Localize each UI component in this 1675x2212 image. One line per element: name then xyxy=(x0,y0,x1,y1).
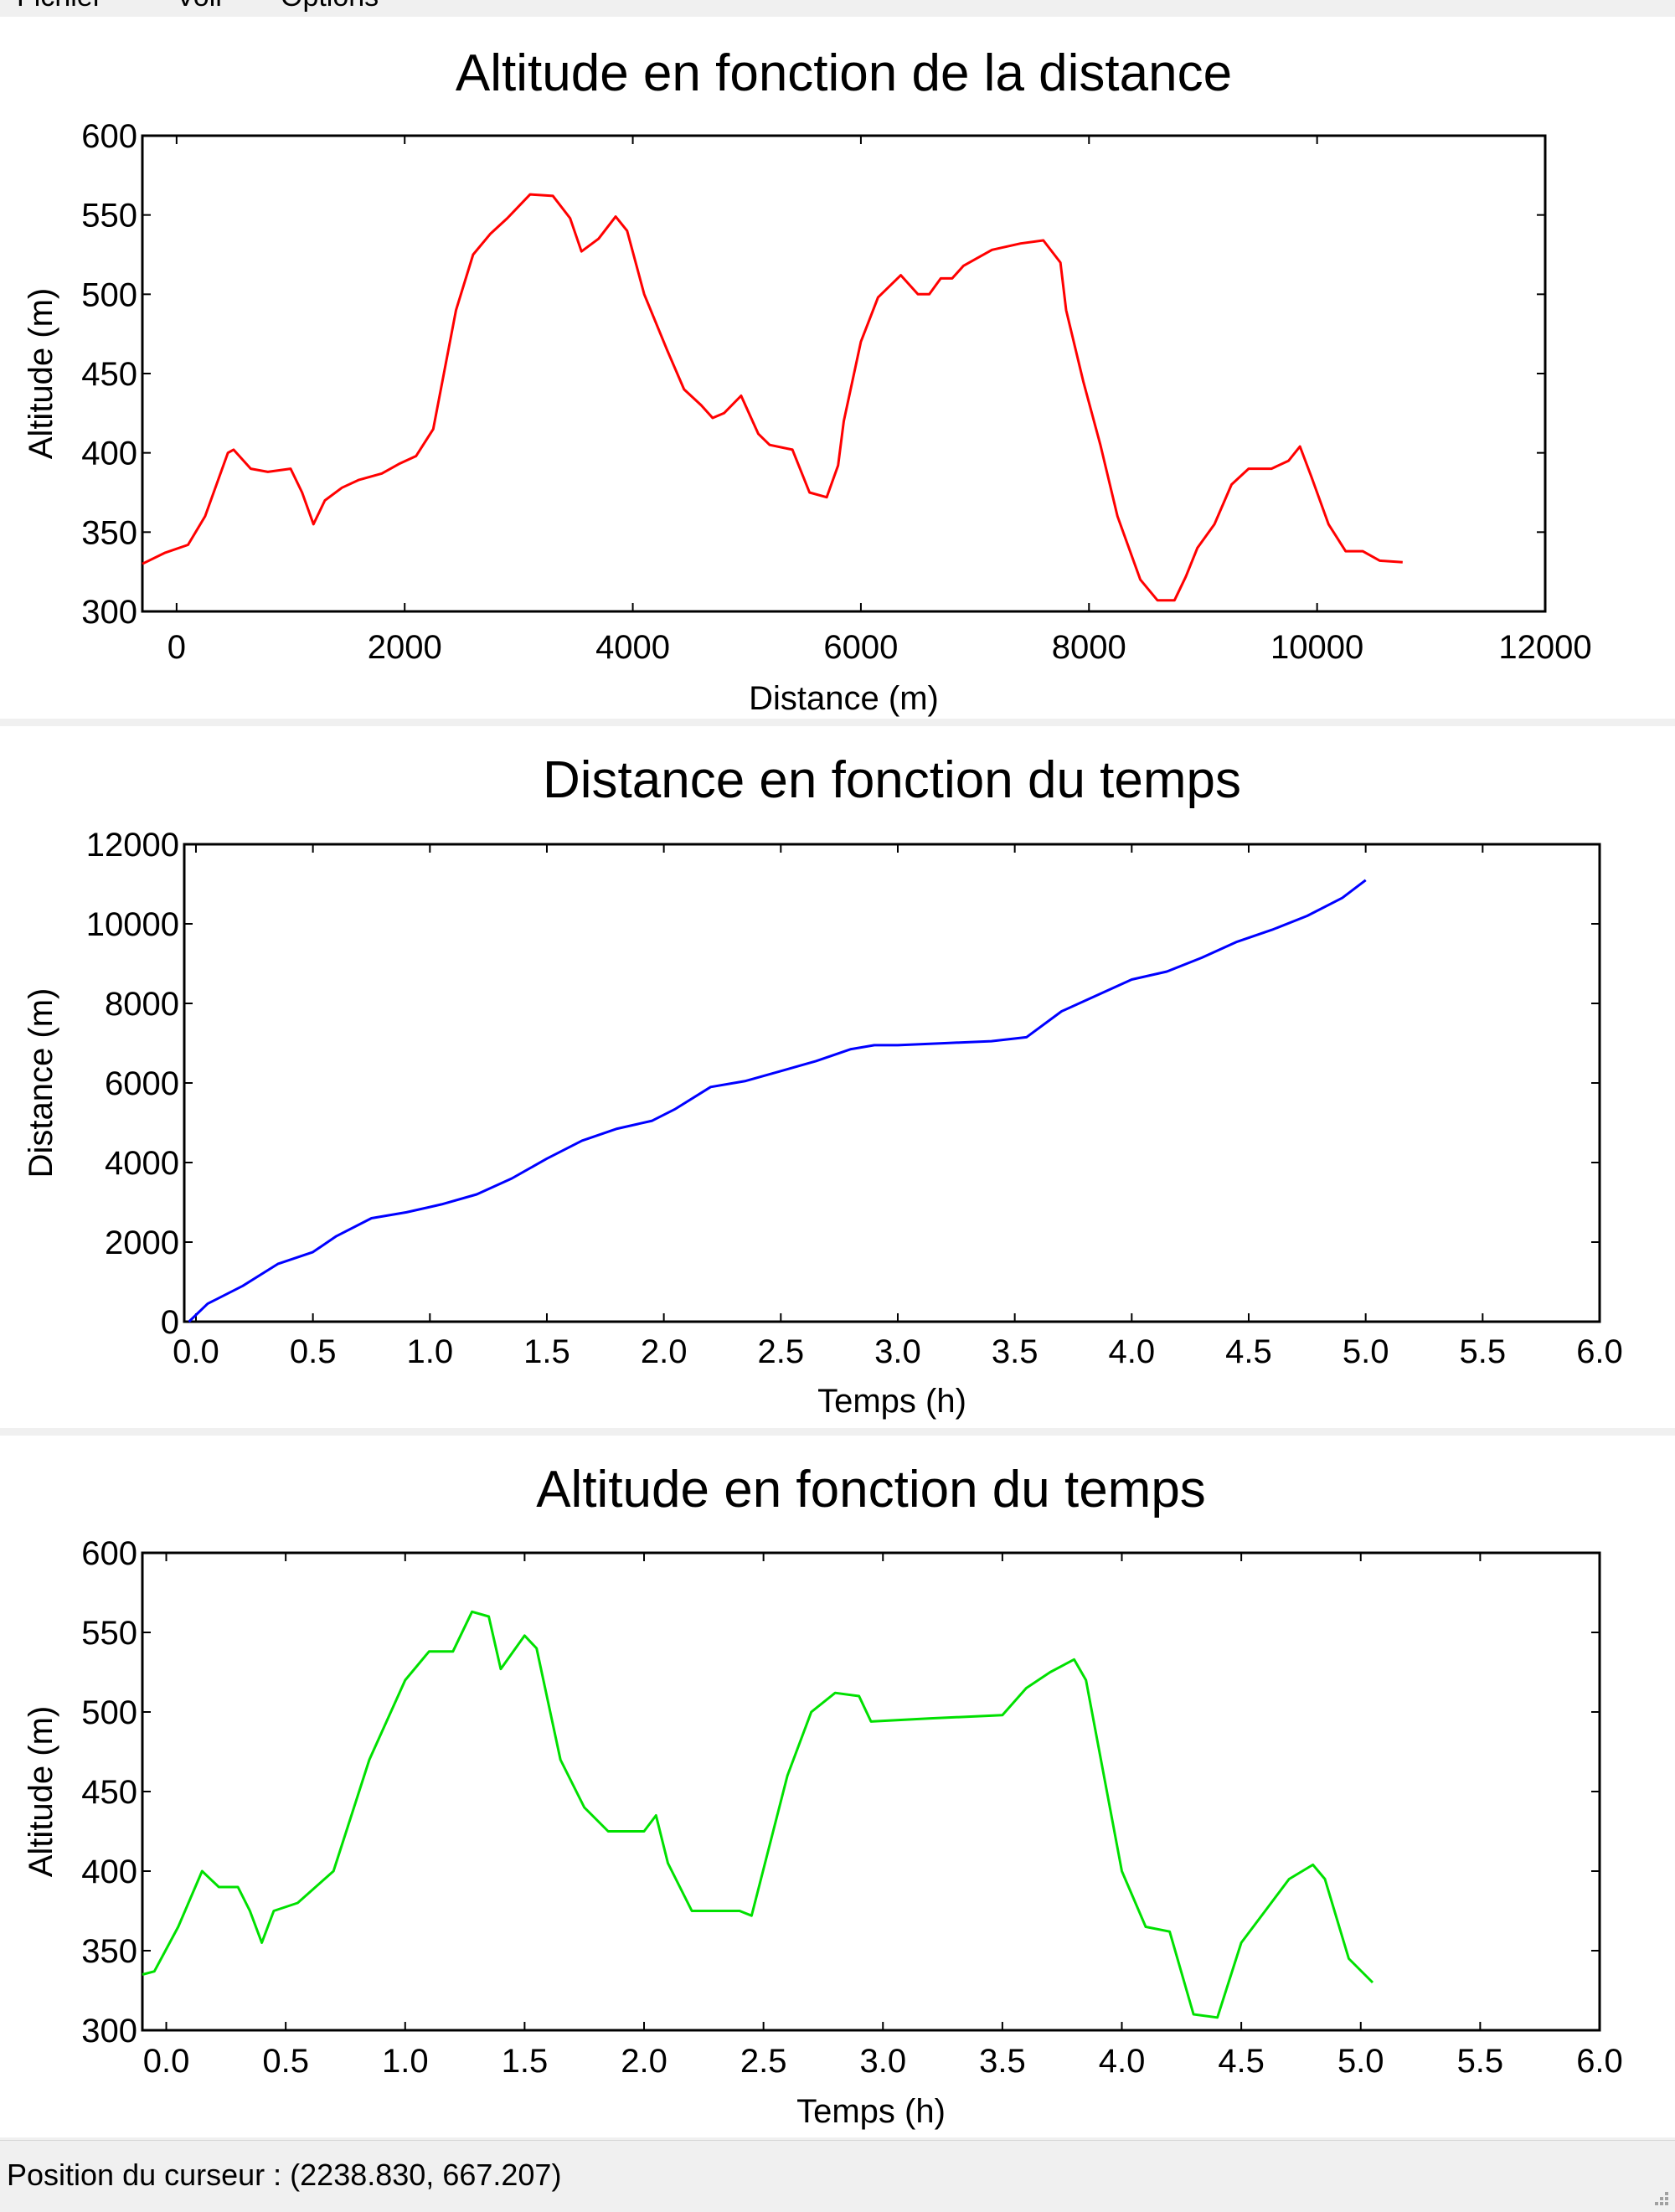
chart-0-ytick-label: 550 xyxy=(81,198,137,235)
chart-2-ytick-label: 500 xyxy=(81,1694,137,1731)
chart-1-xtick-label: 4.5 xyxy=(1225,1333,1272,1370)
chart-2-title: Altitude en fonction du temps xyxy=(536,1461,1206,1518)
chart-1-ytick-label: 6000 xyxy=(105,1065,179,1102)
chart-2-xtick-label: 5.5 xyxy=(1457,2043,1504,2080)
chart-1-ytick-label: 2000 xyxy=(105,1225,179,1261)
menu-options[interactable]: Options xyxy=(281,0,379,13)
chart-altitude-temps[interactable]: Altitude en fonction du temps 0.0 0.5 1.0 1.… xyxy=(0,1436,1675,2137)
chart-2-xtick-label: 1.0 xyxy=(382,2043,429,2080)
chart-0-xtick-label: 2000 xyxy=(368,629,442,666)
chart-1-xtick-label: 5.0 xyxy=(1343,1333,1389,1370)
menu-voir[interactable]: Voir xyxy=(176,0,225,13)
chart-0-ytick-label: 450 xyxy=(81,356,137,393)
chart-2-xtick-label: 0.0 xyxy=(143,2043,190,2080)
chart-2-xtick-label: 6.0 xyxy=(1576,2043,1623,2080)
chart-1-xtick-label: 2.5 xyxy=(758,1333,805,1370)
chart-1-ytick-label: 8000 xyxy=(105,986,179,1023)
chart-1-ytick-label: 0 xyxy=(161,1304,179,1341)
chart-2-ytick-label: 450 xyxy=(81,1774,137,1811)
chart-1-xtick-label: 3.5 xyxy=(992,1333,1038,1370)
cursor-position-text: Position du curseur : (2238.830, 667.207… xyxy=(7,2158,562,2192)
chart-1-series-line xyxy=(188,879,1367,1323)
chart-0-plot-frame xyxy=(141,134,1547,613)
resize-grip-icon[interactable] xyxy=(1652,2189,1670,2207)
chart-1-xtick-label: 5.5 xyxy=(1460,1333,1507,1370)
chart-2-ytick-label: 300 xyxy=(81,2013,137,2050)
chart-panel-distance-temps: Distance en fonction du temps 0.0 0.5 1.0 1.… xyxy=(0,726,1675,1428)
chart-2-xtick-label: 0.5 xyxy=(262,2043,309,2080)
chart-distance-temps[interactable]: Distance en fonction du temps 0.0 0.5 1.0 1.… xyxy=(0,726,1675,1428)
chart-2-xtick-label: 4.0 xyxy=(1099,2043,1146,2080)
chart-1-xtick-label: 2.0 xyxy=(641,1333,688,1370)
chart-0-ytick-label: 300 xyxy=(81,594,137,631)
chart-2-ytick-label: 600 xyxy=(81,1535,137,1572)
chart-2-plot-frame xyxy=(141,1551,1601,2032)
chart-2-ytick-label: 350 xyxy=(81,1933,137,1970)
menu-fichier[interactable]: Fichier xyxy=(17,0,102,13)
chart-0-xtick-label: 0 xyxy=(168,629,186,666)
chart-0-title: Altitude en fonction de la distance xyxy=(456,44,1232,102)
chart-2-xtick-label: 3.0 xyxy=(859,2043,906,2080)
chart-1-ytick-label: 12000 xyxy=(86,827,179,864)
status-bar: Position du curseur : (2238.830, 667.207… xyxy=(0,2140,1675,2212)
chart-1-xtick-label: 6.0 xyxy=(1576,1333,1623,1370)
chart-2-ytick-label: 400 xyxy=(81,1854,137,1890)
chart-1-ylabel: Distance (m) xyxy=(23,988,59,1178)
chart-0-series-line xyxy=(142,193,1403,602)
chart-0-ylabel: Altitude (m) xyxy=(23,288,59,460)
chart-2-xtick-label: 4.5 xyxy=(1218,2043,1265,2080)
chart-altitude-distance[interactable]: Altitude en fonction de la distance 0 2000… xyxy=(0,17,1675,719)
chart-2-xtick-label: 5.0 xyxy=(1337,2043,1384,2080)
chart-2-ylabel: Altitude (m) xyxy=(23,1706,59,1878)
chart-1-xtick-label: 0.5 xyxy=(290,1333,337,1370)
chart-0-xlabel: Distance (m) xyxy=(749,680,939,717)
chart-1-xtick-label: 4.0 xyxy=(1109,1333,1156,1370)
chart-2-xtick-label: 2.5 xyxy=(740,2043,787,2080)
chart-0-xtick-label: 12000 xyxy=(1498,629,1591,666)
chart-panel-altitude-temps: Altitude en fonction du temps 0.0 0.5 1.0 1.… xyxy=(0,1436,1675,2137)
chart-0-xtick-label: 6000 xyxy=(823,629,898,666)
chart-1-xtick-label: 3.0 xyxy=(874,1333,921,1370)
chart-0-ytick-label: 400 xyxy=(81,436,137,472)
chart-1-ytick-label: 10000 xyxy=(86,906,179,943)
chart-0-ytick-label: 600 xyxy=(81,118,137,155)
chart-2-ytick-label: 550 xyxy=(81,1615,137,1652)
chart-0-ytick-label: 350 xyxy=(81,514,137,551)
chart-1-xlabel: Temps (h) xyxy=(817,1383,966,1420)
chart-1-plot-frame xyxy=(183,843,1601,1323)
chart-0-ytick-label: 500 xyxy=(81,276,137,313)
chart-2-series-line xyxy=(142,1610,1374,2019)
chart-0-xtick-label: 10000 xyxy=(1270,629,1363,666)
chart-2-xtick-label: 3.5 xyxy=(979,2043,1026,2080)
chart-1-xtick-label: 0.0 xyxy=(173,1333,219,1370)
menu-bar: Fichier Voir Options xyxy=(0,0,1675,13)
chart-panel-altitude-distance: Altitude en fonction de la distance 0 2000… xyxy=(0,17,1675,719)
chart-2-xtick-label: 2.0 xyxy=(621,2043,667,2080)
chart-0-xtick-label: 4000 xyxy=(595,629,670,666)
chart-1-xtick-label: 1.5 xyxy=(523,1333,570,1370)
chart-1-title: Distance en fonction du temps xyxy=(543,751,1241,809)
chart-1-xtick-label: 1.0 xyxy=(407,1333,454,1370)
chart-0-xtick-label: 8000 xyxy=(1052,629,1126,666)
chart-2-xlabel: Temps (h) xyxy=(796,2093,946,2130)
chart-2-xtick-label: 1.5 xyxy=(502,2043,549,2080)
chart-1-ytick-label: 4000 xyxy=(105,1145,179,1182)
